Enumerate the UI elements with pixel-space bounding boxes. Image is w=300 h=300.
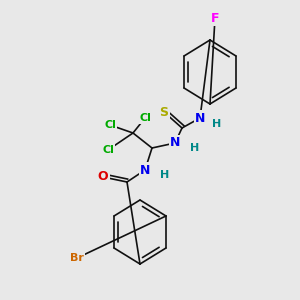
Text: Br: Br [70, 253, 84, 263]
Text: N: N [195, 112, 205, 124]
Text: H: H [160, 170, 169, 180]
Text: N: N [140, 164, 150, 176]
Text: F: F [211, 11, 219, 25]
Text: S: S [160, 106, 169, 118]
Text: H: H [190, 143, 200, 153]
Text: Cl: Cl [102, 145, 114, 155]
Text: O: O [98, 170, 108, 184]
Text: H: H [212, 119, 222, 129]
Text: Cl: Cl [139, 113, 151, 123]
Text: Cl: Cl [104, 120, 116, 130]
Text: N: N [170, 136, 180, 149]
